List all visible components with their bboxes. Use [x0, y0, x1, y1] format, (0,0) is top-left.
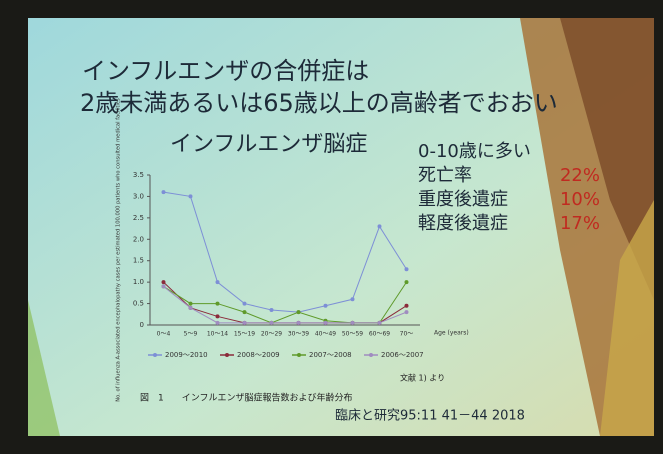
point	[216, 280, 220, 284]
x-tick-label: 15～19	[234, 331, 255, 338]
y-tick-label: 0.5	[133, 300, 144, 308]
slide-photo: インフルエンザの合併症は 2歳未満あるいは65歳以上の高齢者でおおい インフルエ…	[0, 0, 663, 450]
point	[297, 321, 301, 325]
x-axis-label: Age (years)	[434, 330, 469, 337]
figure-caption: 図 1 インフルエンザ脳症報告数および年齢分布	[140, 392, 352, 404]
legend-marker	[153, 353, 157, 357]
point	[270, 308, 274, 312]
point	[324, 304, 328, 308]
y-tick-label: 3.0	[133, 192, 144, 200]
note-text: 死亡率	[418, 165, 472, 186]
chart-title: インフルエンザ脳症	[170, 132, 367, 157]
slide-title: 2歳未満あるいは65歳以上の高齢者でおおい	[80, 89, 558, 117]
note-percent: 10%	[560, 189, 600, 210]
point	[378, 224, 382, 228]
point	[162, 284, 166, 288]
y-axis-label: No. of influenza A-associated encephalop…	[116, 98, 122, 402]
y-tick-label: 2.0	[133, 235, 144, 243]
note-text: 0-10歳に多い	[418, 141, 531, 162]
note-text: 軽度後遺症	[418, 213, 508, 234]
y-tick-label: 0	[140, 321, 144, 329]
point	[405, 304, 409, 308]
point	[216, 314, 220, 318]
note-percent: 17%	[560, 213, 600, 234]
point	[351, 321, 355, 325]
point	[189, 306, 193, 310]
point	[297, 310, 301, 314]
point	[216, 321, 220, 325]
point	[243, 310, 247, 314]
x-tick-label: 30～39	[288, 331, 309, 338]
y-tick-label: 2.5	[133, 214, 144, 222]
point	[243, 321, 247, 325]
legend-label: 2006～2007	[381, 351, 424, 359]
point	[243, 302, 247, 306]
point	[378, 321, 382, 325]
page: インフルエンザの合併症は 2歳未満あるいは65歳以上の高齢者でおおい インフルエ…	[0, 0, 663, 450]
legend-label: 2008～2009	[237, 351, 280, 359]
slide-title: インフルエンザの合併症は	[82, 57, 369, 85]
point	[324, 321, 328, 325]
legend-label: 2007～2008	[309, 351, 352, 359]
y-tick-label: 1.5	[133, 257, 144, 265]
x-tick-label: 10～14	[207, 331, 228, 338]
note-text: 重度後遺症	[418, 189, 508, 210]
x-tick-label: 50～59	[342, 331, 363, 338]
point	[351, 297, 355, 301]
point	[405, 310, 409, 314]
x-tick-label: 60～69	[369, 331, 390, 338]
legend-marker	[369, 353, 373, 357]
point	[162, 280, 166, 284]
source-note: 文献 1) より	[400, 373, 445, 383]
citation: 臨床と研究95:11 41－44 2018	[335, 409, 525, 424]
x-tick-label: 0～4	[157, 331, 171, 338]
point	[216, 302, 220, 306]
y-tick-label: 1.0	[133, 278, 144, 286]
x-tick-label: 20～29	[261, 331, 282, 338]
point	[405, 280, 409, 284]
x-tick-label: 70～	[400, 331, 414, 338]
note-percent: 22%	[560, 165, 600, 186]
point	[189, 302, 193, 306]
point	[162, 190, 166, 194]
x-tick-label: 5～9	[184, 331, 198, 338]
legend-marker	[297, 353, 301, 357]
x-tick-label: 40～49	[315, 331, 336, 338]
point	[270, 321, 274, 325]
point	[405, 267, 409, 271]
y-tick-label: 3.5	[133, 171, 144, 179]
legend-label: 2009～2010	[165, 351, 208, 359]
legend-marker	[225, 353, 229, 357]
point	[189, 194, 193, 198]
